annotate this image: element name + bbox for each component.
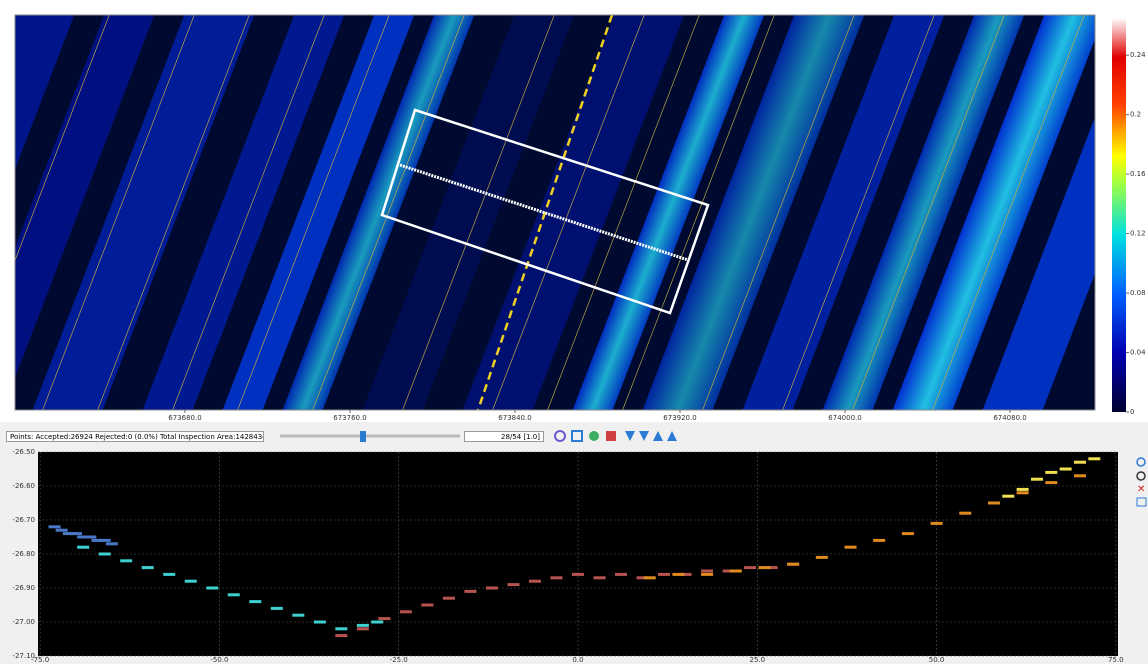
y-tick-label: -26.60 <box>12 482 35 490</box>
point <box>1088 457 1100 460</box>
point <box>443 597 455 600</box>
x-tick-label: 673920.0 <box>663 414 696 422</box>
point <box>658 573 670 576</box>
point <box>529 580 541 583</box>
point <box>228 593 240 596</box>
slider-handle[interactable] <box>360 431 366 442</box>
point <box>744 566 756 569</box>
page-status: 28/54 [1.0] <box>464 431 544 442</box>
point <box>271 607 283 610</box>
point <box>550 576 562 579</box>
point <box>1060 468 1072 471</box>
point <box>163 573 175 576</box>
point <box>99 553 111 556</box>
x-tick-label: 75.0 <box>1108 656 1124 664</box>
point <box>758 566 770 569</box>
point <box>357 627 369 630</box>
point <box>959 512 971 515</box>
app-view: 673680.0 673760.0 673840.0 673920.0 674000.0… <box>0 0 1148 664</box>
colorbar-tick-label: 0.24 <box>1130 51 1146 59</box>
point <box>845 546 857 549</box>
point <box>873 539 885 542</box>
point <box>1074 461 1086 464</box>
point <box>1017 491 1029 494</box>
point <box>644 576 656 579</box>
side-icons[interactable]: ✕ <box>1137 458 1146 506</box>
point <box>371 621 383 624</box>
colorbar-tick-label: 0.2 <box>1130 111 1141 119</box>
point <box>400 610 412 613</box>
x-tick-label: -75.0 <box>31 656 49 664</box>
point <box>902 532 914 535</box>
point <box>185 580 197 583</box>
point <box>1017 488 1029 491</box>
point <box>615 573 627 576</box>
point <box>70 532 82 535</box>
point <box>249 600 261 603</box>
colorbar <box>1112 18 1126 412</box>
point <box>672 573 684 576</box>
x-tick-label: 25.0 <box>749 656 765 664</box>
point <box>730 570 742 573</box>
point <box>206 587 218 590</box>
x-tick-label: 673840.0 <box>498 414 531 422</box>
x-tick-label: 673760.0 <box>333 414 366 422</box>
x-tick-label: 0.0 <box>572 656 583 664</box>
point <box>56 529 68 532</box>
x-tick-label: -50.0 <box>210 656 228 664</box>
points-status: Points: Accepted:26924 Rejected:0 (0.0%)… <box>6 431 264 442</box>
svg-text:✕: ✕ <box>1137 484 1145 495</box>
point <box>120 559 132 562</box>
point <box>421 604 433 607</box>
point <box>378 617 390 620</box>
colorbar-tick-label: 0 <box>1130 408 1134 416</box>
point <box>594 576 606 579</box>
y-tick-label: -27.00 <box>12 618 35 626</box>
x-tick-label: 50.0 <box>929 656 945 664</box>
colorbar-tick-label: 0.08 <box>1130 289 1146 297</box>
point <box>701 573 713 576</box>
page: {"map": { "xlim": [673597.6, 674121.2], … <box>0 0 1148 664</box>
point <box>48 525 60 528</box>
point <box>335 634 347 637</box>
point <box>507 583 519 586</box>
map-image <box>0 0 1148 420</box>
x-tick-label: 674000.0 <box>828 414 861 422</box>
point <box>84 536 96 539</box>
point <box>292 614 304 617</box>
y-tick-label: -26.70 <box>12 516 35 524</box>
x-tick-label: 673680.0 <box>168 414 201 422</box>
point <box>1031 478 1043 481</box>
x-tick-label: 674080.0 <box>993 414 1026 422</box>
point <box>1045 481 1057 484</box>
point <box>314 621 326 624</box>
colorbar-tick-label: 0.12 <box>1130 230 1146 238</box>
y-tick-label: -26.50 <box>12 448 35 456</box>
colorbar-tick-label: 0.16 <box>1130 170 1146 178</box>
point <box>77 546 89 549</box>
y-tick-label: -26.90 <box>12 584 35 592</box>
colorbar-tick-label: 0.04 <box>1130 349 1146 357</box>
point <box>106 542 118 545</box>
point <box>486 587 498 590</box>
point <box>816 556 828 559</box>
point <box>787 563 799 566</box>
point <box>1002 495 1014 498</box>
point <box>572 573 584 576</box>
point <box>142 566 154 569</box>
point <box>701 570 713 573</box>
point <box>988 502 1000 505</box>
point <box>357 624 369 627</box>
y-tick-label: -26.80 <box>12 550 35 558</box>
x-tick-label: -25.0 <box>390 656 408 664</box>
point <box>99 539 111 542</box>
point <box>1074 474 1086 477</box>
point <box>335 627 347 630</box>
point <box>1045 471 1057 474</box>
point <box>464 590 476 593</box>
point <box>931 522 943 525</box>
